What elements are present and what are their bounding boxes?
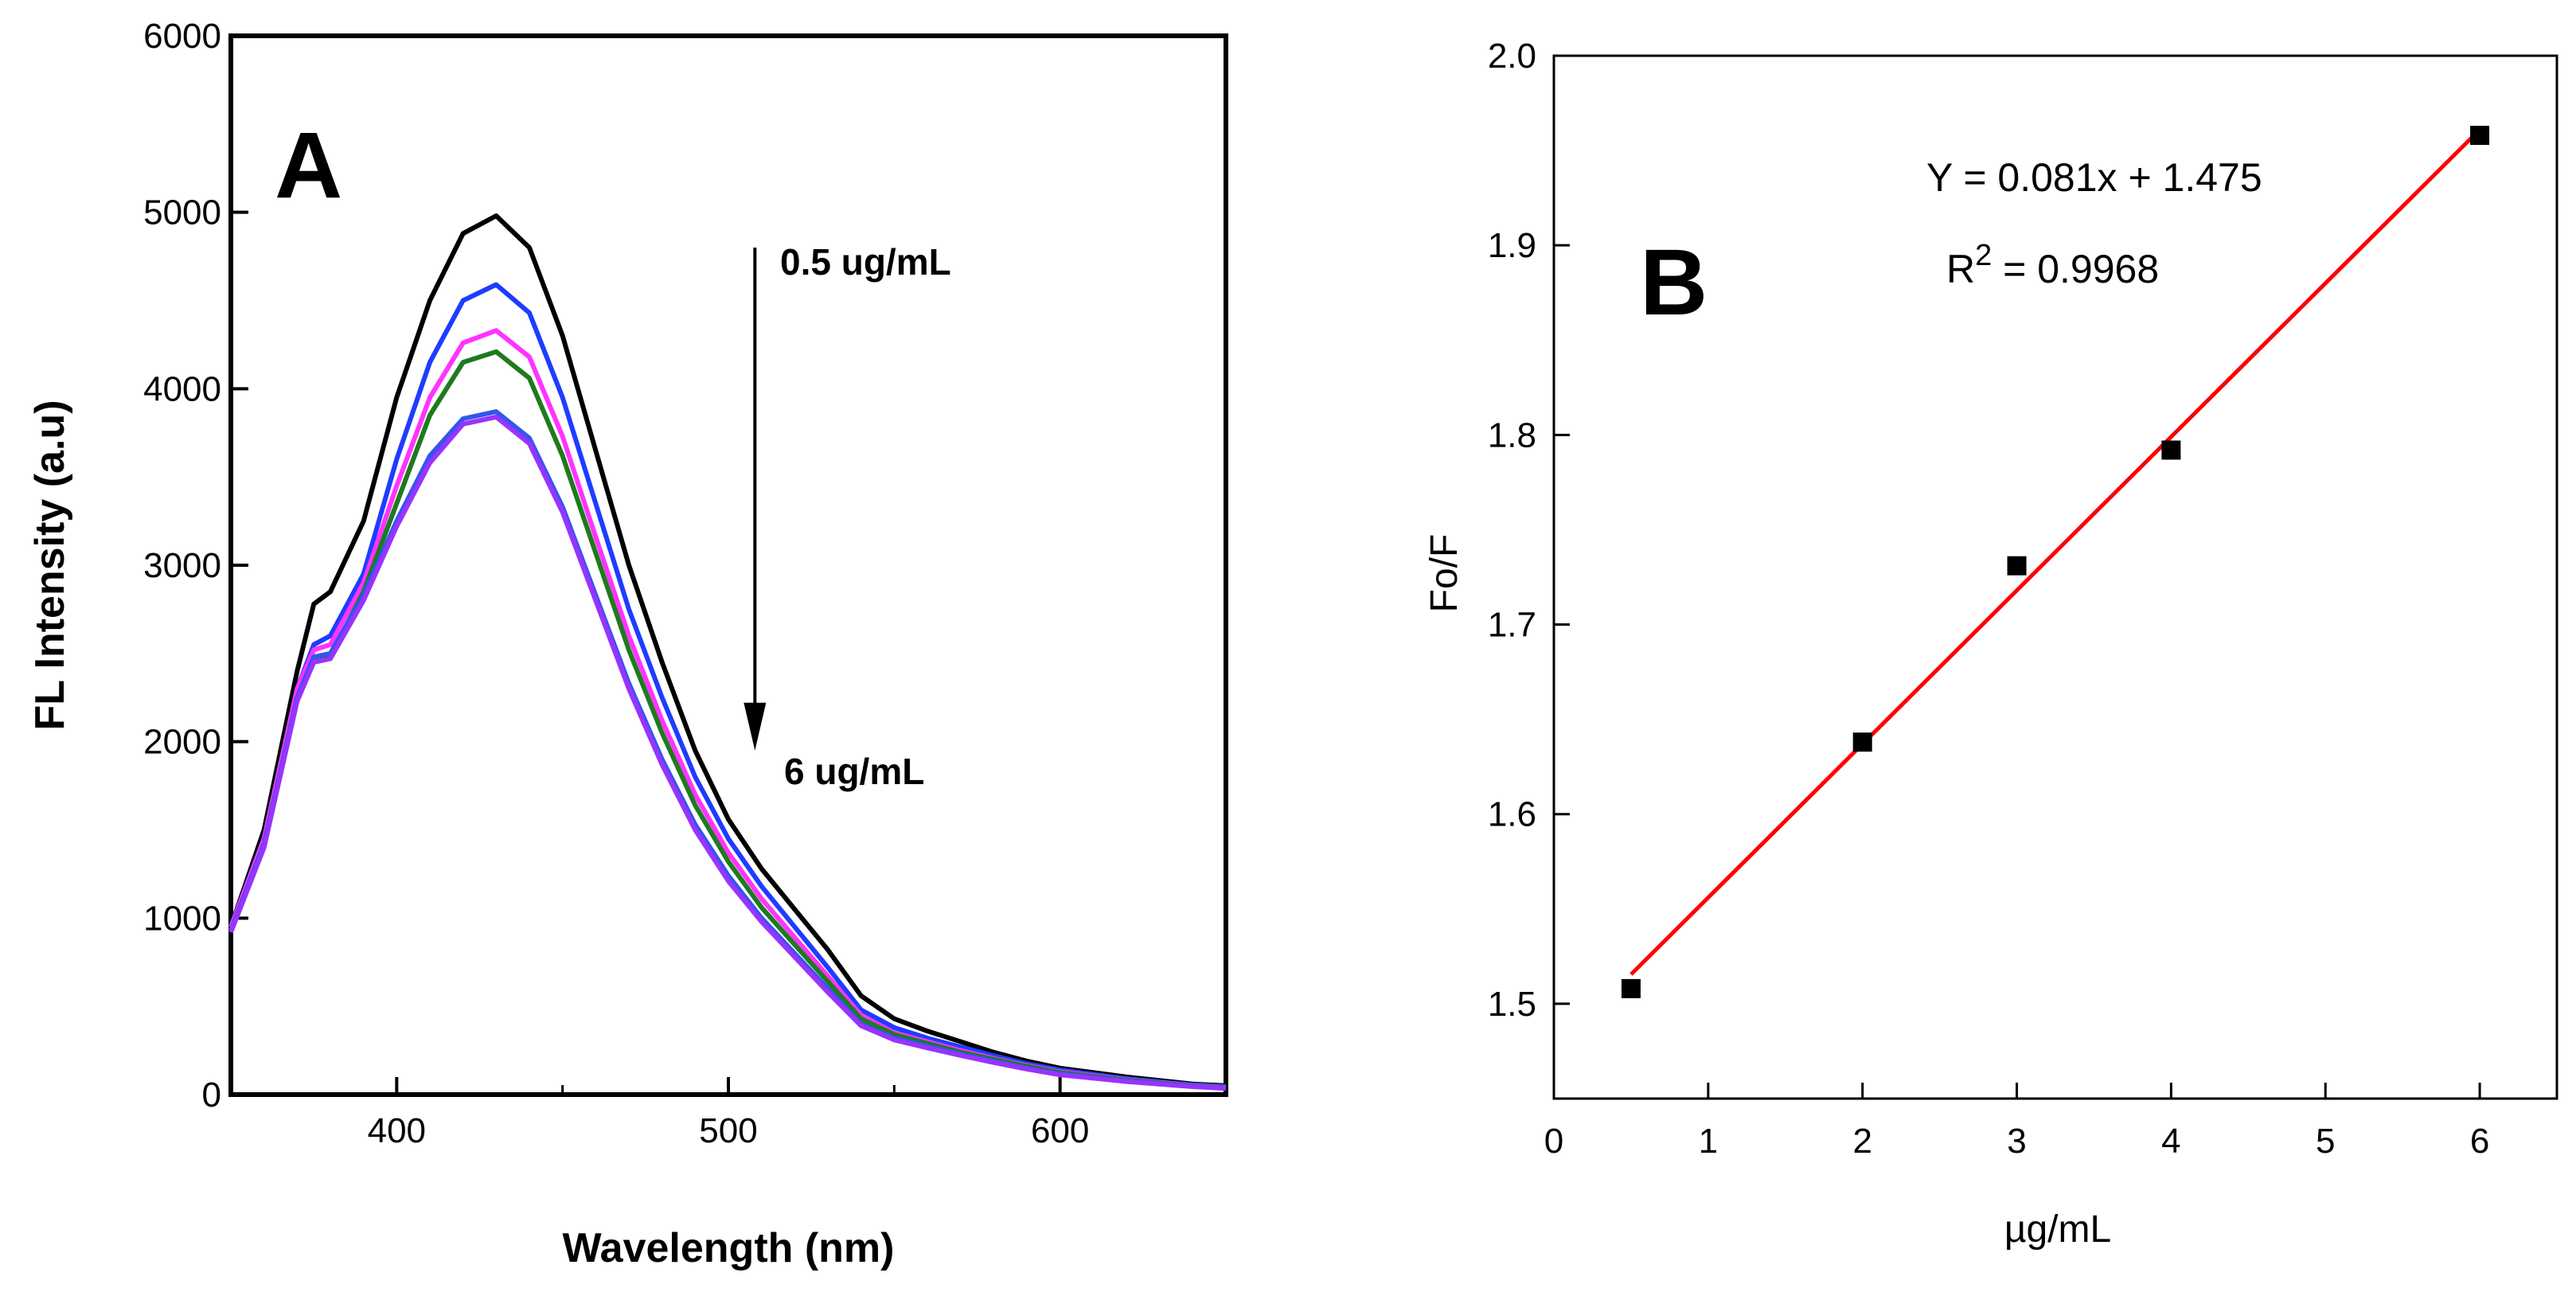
panel-a-x-axis-label: Wavelength (nm) <box>563 1225 895 1271</box>
x-tick-label: 600 <box>1031 1111 1089 1150</box>
panel-b-points-group <box>1621 126 2490 998</box>
r-squared: R2 = 0.9968 <box>1946 239 2159 291</box>
y-tick-label: 6000 <box>143 17 221 56</box>
x-tick-label: 2 <box>1852 1122 1872 1161</box>
panel-b-label: B <box>1640 230 1708 335</box>
r-squared-value: = 0.9968 <box>1992 247 2159 291</box>
y-tick-label: 3000 <box>143 546 221 585</box>
x-tick-label: 5 <box>2316 1122 2335 1161</box>
x-tick-label: 500 <box>699 1111 757 1150</box>
y-tick-label: 1000 <box>143 899 221 938</box>
panel-a-chart: 0 1000 2000 3000 4000 5000 6000 400 500 600 A Wa… <box>27 17 1228 1271</box>
y-tick-label: 1.9 <box>1488 226 1536 265</box>
arrow-head <box>744 702 767 751</box>
annotation-bottom-concentration: 6 ug/mL <box>784 751 924 792</box>
panel-a-y-ticks: 0 1000 2000 3000 4000 5000 6000 <box>143 17 248 1114</box>
x-tick-label: 1 <box>1699 1122 1718 1161</box>
panel-a-y-axis-label: FL Intensity (a.u) <box>27 400 73 730</box>
panel-a-series-group <box>228 213 1227 1091</box>
panel-b-frame <box>1552 54 2558 1100</box>
y-tick-label: 1.5 <box>1488 985 1536 1024</box>
x-tick-label: 4 <box>2161 1122 2180 1161</box>
x-tick-label: 0 <box>1544 1122 1563 1161</box>
data-point <box>1852 732 1872 752</box>
series-line <box>228 213 1227 1088</box>
series-line <box>228 328 1227 1090</box>
y-tick-label: 1.6 <box>1488 795 1536 834</box>
y-tick-label: 2.0 <box>1488 37 1536 76</box>
data-point <box>1621 978 1641 998</box>
panel-b-y-axis-label: Fo/F <box>1423 534 1466 613</box>
fit-equation: Y = 0.081x + 1.475 <box>1926 155 2262 200</box>
data-point <box>2470 126 2490 146</box>
y-tick-label: 2000 <box>143 723 221 762</box>
y-tick-label: 0 <box>202 1075 221 1114</box>
series-line <box>228 414 1227 1091</box>
panel-a-label: A <box>275 113 342 218</box>
panel-b-x-axis-label: µg/mL <box>2004 1208 2111 1251</box>
fit-line <box>1630 128 2481 976</box>
y-tick-label: 1.8 <box>1488 416 1536 455</box>
x-tick-label: 3 <box>2007 1122 2026 1161</box>
data-point <box>2007 556 2027 576</box>
y-tick-label: 5000 <box>143 193 221 232</box>
arrow-icon <box>744 248 767 751</box>
r-squared-exponent: 2 <box>1975 239 1992 272</box>
panel-b-y-ticks: 1.5 1.6 1.7 1.8 1.9 2.0 <box>1488 37 1570 1024</box>
r-squared-prefix: R <box>1946 247 1975 291</box>
annotation-top-concentration: 0.5 ug/mL <box>780 241 951 283</box>
panel-b-x-ticks: 0 1 2 3 4 5 6 <box>1544 1083 2489 1161</box>
x-tick-label: 6 <box>2470 1122 2489 1161</box>
data-point <box>2161 440 2181 460</box>
x-tick-label: 400 <box>368 1111 426 1150</box>
series-line <box>228 282 1227 1089</box>
panel-b-fit-group <box>1630 128 2481 976</box>
y-tick-label: 1.7 <box>1488 606 1536 645</box>
panel-a-x-ticks: 400 500 600 <box>229 1077 1228 1150</box>
y-tick-label: 4000 <box>143 369 221 408</box>
